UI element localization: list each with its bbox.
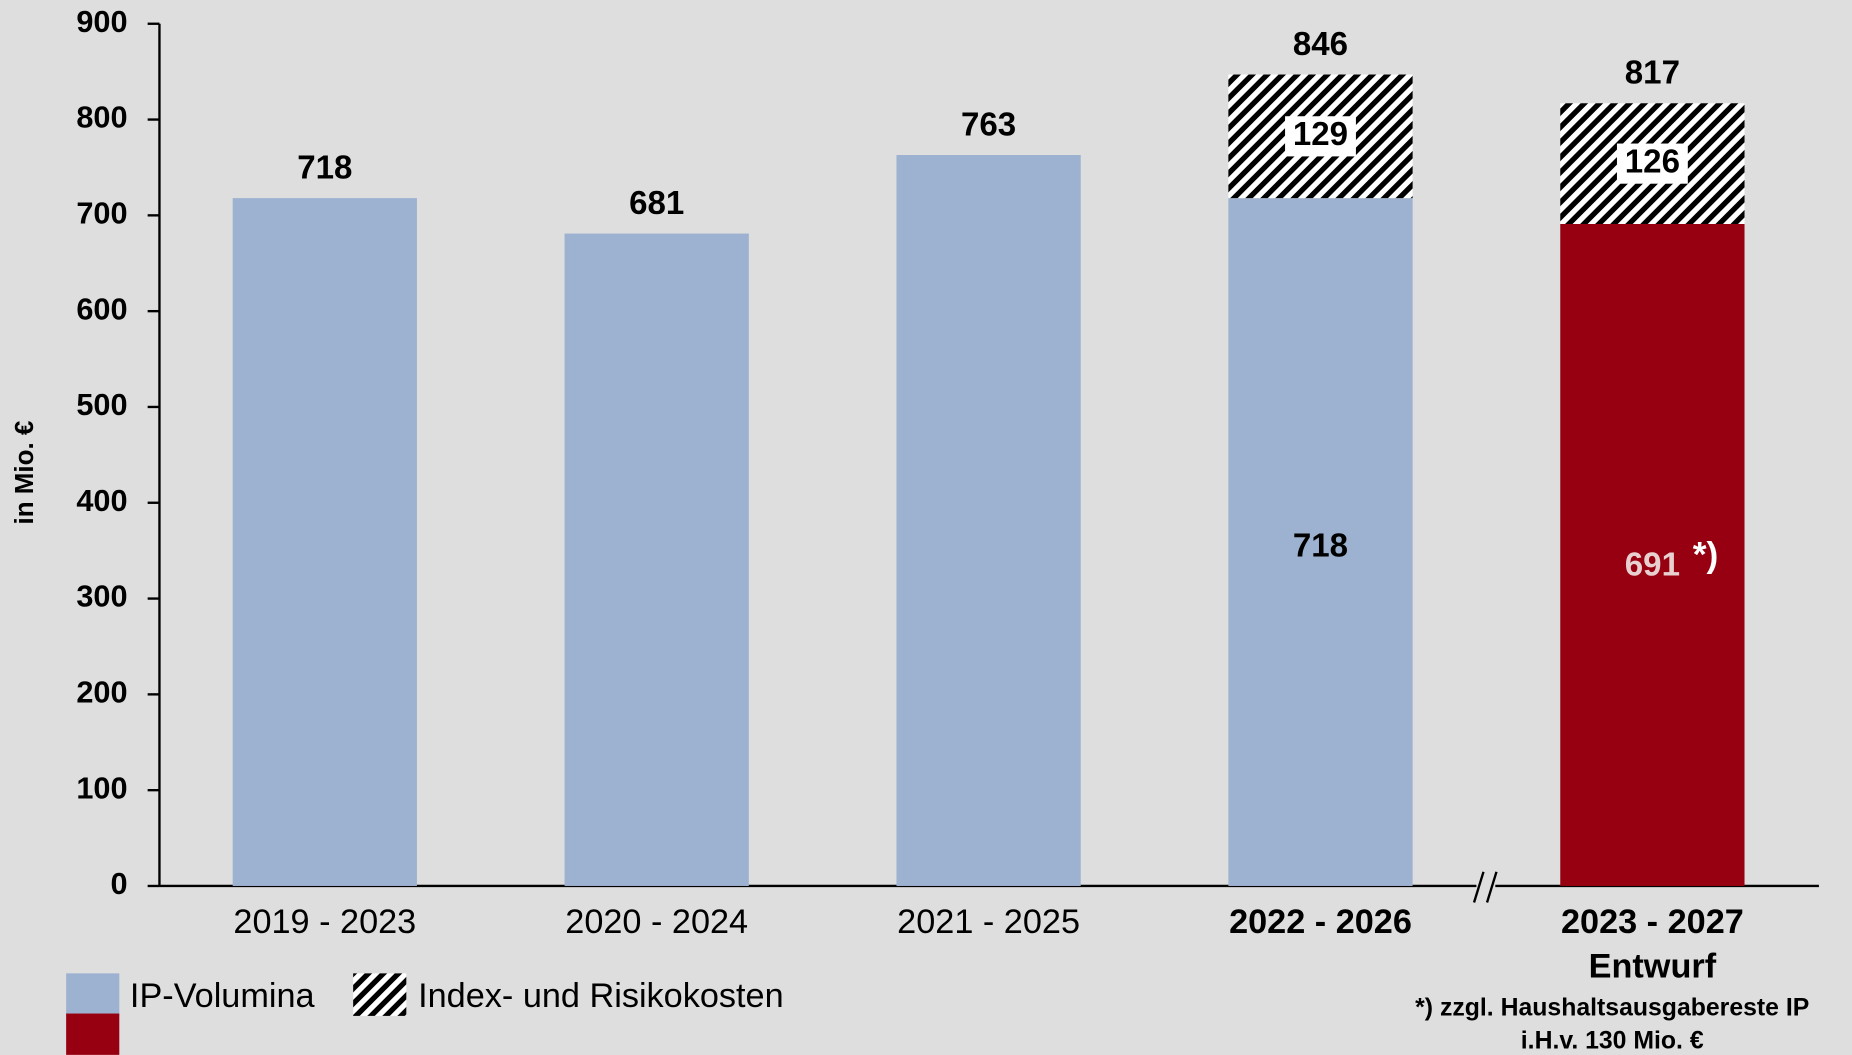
value-label: 681 (629, 185, 684, 222)
bar-segment (1228, 198, 1413, 886)
annotation: *) (1693, 535, 1719, 575)
bar-segment (564, 233, 749, 886)
value-label: 129 (1293, 116, 1348, 153)
y-tick-label: 600 (76, 291, 127, 326)
bar-segment (896, 155, 1081, 886)
legend-swatch (353, 973, 407, 1016)
total-label: 817 (1625, 55, 1680, 92)
x-tick-label: 2019 - 2023 (233, 903, 416, 941)
bar-segment (1560, 223, 1745, 886)
label-box (1285, 116, 1356, 157)
value-label: 718 (297, 149, 352, 186)
total-label: 846 (1293, 26, 1348, 63)
y-tick-label: 400 (76, 483, 127, 518)
y-tick-label: 700 (76, 195, 127, 230)
x-tick-label: 2021 - 2025 (897, 903, 1080, 941)
x-tick-label: 2020 - 2024 (565, 903, 748, 941)
value-label: 763 (961, 106, 1016, 143)
x-tick-sublabel: Entwurf (1589, 948, 1717, 986)
legend-label: IP-Volumina (130, 977, 316, 1015)
y-axis-label: in Mio. € (9, 421, 39, 525)
value-label: 718 (1293, 528, 1348, 565)
y-tick-label: 800 (76, 100, 127, 135)
label-box (1616, 143, 1688, 184)
axis-break (1485, 871, 1498, 903)
value-label: 126 (1625, 143, 1680, 180)
footnote: *) zzgl. Haushaltsausgabereste IP (1415, 994, 1809, 1021)
bar-segment (232, 198, 417, 886)
legend-swatch (66, 1013, 120, 1055)
y-tick-label: 0 (110, 866, 127, 901)
x-tick-label: 2022 - 2026 (1229, 903, 1412, 941)
legend-swatch (66, 973, 120, 1016)
legend-label: Index- und Risikokosten (418, 977, 784, 1015)
axis-break (1472, 871, 1485, 903)
x-tick-label: 2023 - 2027 (1561, 903, 1744, 941)
y-tick-label: 200 (76, 674, 127, 709)
y-tick-label: 900 (76, 4, 127, 39)
y-tick-label: 100 (76, 770, 127, 805)
y-tick-label: 300 (76, 579, 127, 614)
footnote: i.H.v. 130 Mio. € (1521, 1027, 1704, 1054)
y-tick-label: 500 (76, 387, 127, 422)
value-label: 691 (1625, 547, 1680, 584)
